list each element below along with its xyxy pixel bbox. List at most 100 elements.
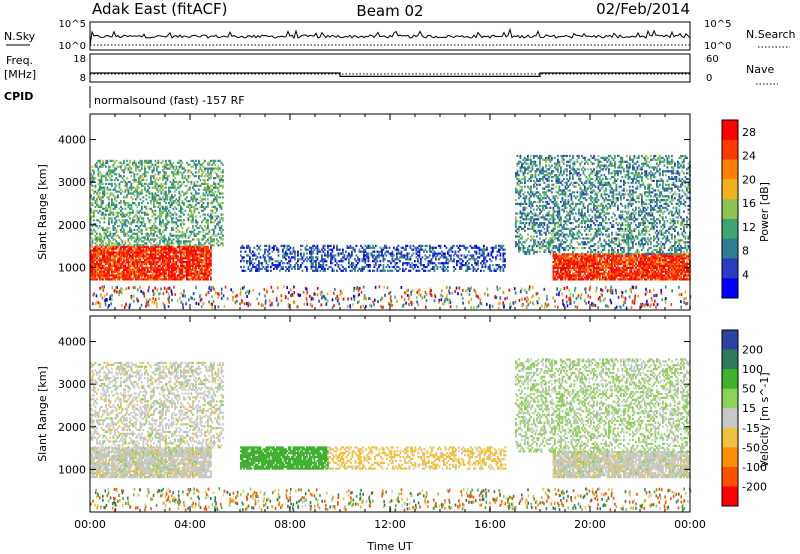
heatmap-cell (136, 165, 139, 168)
heatmap-cell (561, 278, 564, 281)
heatmap-cell (109, 207, 112, 210)
cpid-text: normalsound (fast) -157 RF (94, 94, 245, 107)
heatmap-cell (172, 242, 175, 245)
heatmap-cell (123, 232, 125, 235)
heatmap-cell (150, 266, 152, 269)
heatmap-cell (477, 267, 479, 270)
heatmap-cell (184, 242, 187, 245)
heatmap-cell (108, 242, 110, 245)
heatmap-cell (151, 186, 154, 189)
heatmap-cell (90, 272, 92, 275)
heatmap-cell (121, 249, 124, 252)
heatmap-cell (120, 264, 122, 267)
heatmap-cell (147, 165, 149, 168)
heatmap-cell (174, 278, 176, 281)
heatmap-cell (204, 245, 206, 248)
heatmap-cell (94, 264, 97, 267)
heatmap-cell (159, 207, 161, 210)
heatmap-cell (153, 177, 155, 180)
heatmap-cell (93, 262, 95, 266)
heatmap-cell (93, 192, 95, 195)
heatmap-cell (204, 247, 206, 250)
heatmap-cell (220, 177, 223, 180)
heatmap-cell (481, 265, 484, 269)
heatmap-cell (183, 253, 185, 256)
heatmap-cell (99, 232, 101, 235)
heatmap-cell (581, 276, 583, 279)
heatmap-cell (456, 244, 458, 247)
heatmap-cell (99, 240, 101, 243)
heatmap-cell (672, 261, 675, 264)
heatmap-cell (135, 270, 137, 273)
heatmap-cell (444, 254, 446, 257)
heatmap-cell (112, 226, 115, 230)
heatmap-cell (569, 264, 571, 267)
heatmap-cell (175, 223, 178, 226)
heatmap-cell (258, 252, 260, 255)
heatmap-cell (282, 267, 284, 270)
heatmap-cell (207, 249, 209, 252)
heatmap-cell (172, 261, 175, 264)
heatmap-cell (96, 264, 98, 267)
heatmap-cell (106, 236, 109, 239)
heatmap-cell (205, 259, 208, 262)
heatmap-cell (114, 276, 116, 279)
heatmap-cell (496, 254, 499, 257)
heatmap-cell (165, 180, 167, 184)
heatmap-cell (141, 251, 143, 254)
heatmap-cell (127, 276, 130, 279)
heatmap-cell (150, 175, 152, 178)
heatmap-cell (105, 179, 107, 182)
heatmap-cell (147, 232, 149, 235)
heatmap-cell (136, 264, 139, 267)
heatmap-cell (178, 203, 181, 207)
heatmap-cell (178, 161, 181, 164)
heatmap-cell (129, 264, 131, 267)
heatmap-cell (127, 234, 130, 237)
heatmap-cell (199, 276, 202, 279)
heatmap-cell (114, 261, 116, 264)
heatmap-cell (99, 209, 101, 212)
heatmap-cell (202, 209, 205, 212)
heatmap-cell (99, 249, 101, 252)
heatmap-cell (151, 211, 154, 214)
heatmap-cell (599, 274, 601, 277)
heatmap-cell (192, 255, 194, 258)
heatmap-cell (151, 209, 154, 212)
heatmap-cell (136, 184, 139, 187)
heatmap-cell (558, 253, 561, 256)
heatmap-cell (172, 171, 175, 174)
heatmap-cell (217, 225, 220, 228)
heatmap-cell (120, 180, 122, 184)
heatmap-cell (114, 257, 116, 260)
heatmap-cell (393, 260, 395, 263)
heatmap-cell (135, 213, 137, 216)
heatmap-cell (120, 175, 122, 178)
heatmap-cell (355, 260, 358, 263)
heatmap-cell (120, 251, 122, 254)
heatmap-cell (106, 259, 109, 262)
heatmap-cell (148, 192, 151, 195)
heatmap-cell (391, 256, 394, 259)
heatmap-cell (163, 270, 166, 273)
heatmap-cell (138, 186, 140, 189)
heatmap-cell (198, 259, 200, 262)
heatmap-cell (123, 249, 125, 252)
heatmap-cell (124, 225, 127, 228)
heatmap-cell (133, 173, 136, 176)
heatmap-cell (447, 265, 449, 269)
heatmap-cell (207, 238, 209, 241)
heatmap-cell (141, 167, 143, 170)
heatmap-cell (162, 159, 164, 162)
heatmap-cell (316, 258, 319, 261)
heatmap-cell (621, 255, 624, 258)
heatmap-cell (112, 259, 115, 262)
heatmap-cell (117, 213, 119, 216)
heatmap-cell (351, 269, 353, 272)
heatmap-cell (127, 202, 130, 205)
heatmap-cell (162, 219, 164, 222)
heatmap-cell (247, 244, 250, 247)
heatmap-cell (160, 261, 163, 264)
heatmap-cell (202, 253, 205, 256)
heatmap-cell (124, 245, 127, 248)
